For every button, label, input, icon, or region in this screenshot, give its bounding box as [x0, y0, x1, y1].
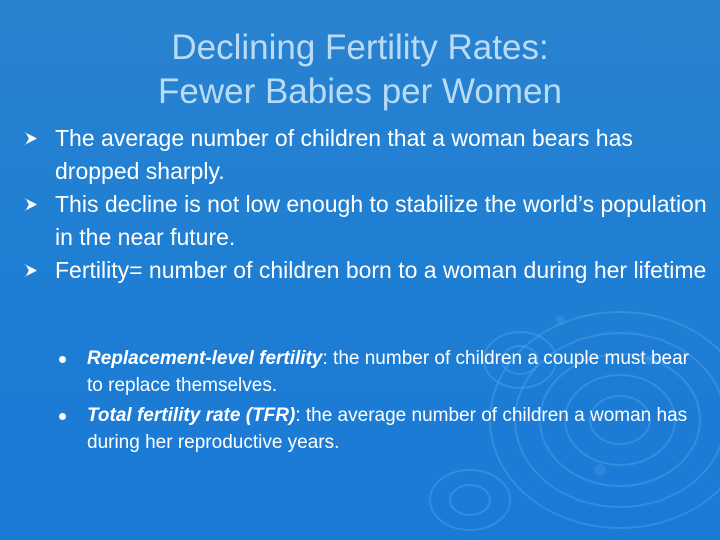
bullet-item: This decline is not low enough to stabil… [20, 188, 710, 254]
bullet-list: The average number of children that a wo… [20, 122, 710, 287]
sub-bullet-list: Replacement-level fertility: the number … [55, 345, 705, 459]
bullet-item: Fertility= number of children born to a … [20, 254, 710, 287]
title-line-1: Declining Fertility Rates: [171, 28, 549, 67]
arrow-bullet-icon [24, 198, 37, 211]
slide-title: Declining Fertility Rates: Fewer Babies … [60, 26, 660, 114]
arrow-bullet-icon [24, 132, 37, 145]
dot-bullet-icon [59, 413, 66, 420]
sub-bullet-item: Total fertility rate (TFR): the average … [55, 402, 705, 456]
term-replacement-level-fertility: Replacement-level fertility [87, 348, 323, 369]
title-line-2: Fewer Babies per Women [158, 72, 562, 111]
bullet-item: The average number of children that a wo… [20, 122, 710, 188]
definition-text: : the average number of children a woman… [87, 405, 688, 453]
bullet-text: Fertility= number of children born to a … [55, 257, 707, 283]
term-total-fertility-rate: Total fertility rate (TFR) [87, 405, 296, 426]
dot-bullet-icon [59, 356, 66, 363]
sub-bullet-item: Replacement-level fertility: the number … [55, 345, 705, 399]
bullet-text: The average number of children that a wo… [55, 125, 633, 184]
arrow-bullet-icon [24, 264, 37, 277]
bullet-text: This decline is not low enough to stabil… [55, 191, 707, 250]
definition-text: : the number of children a couple must b… [87, 348, 689, 396]
